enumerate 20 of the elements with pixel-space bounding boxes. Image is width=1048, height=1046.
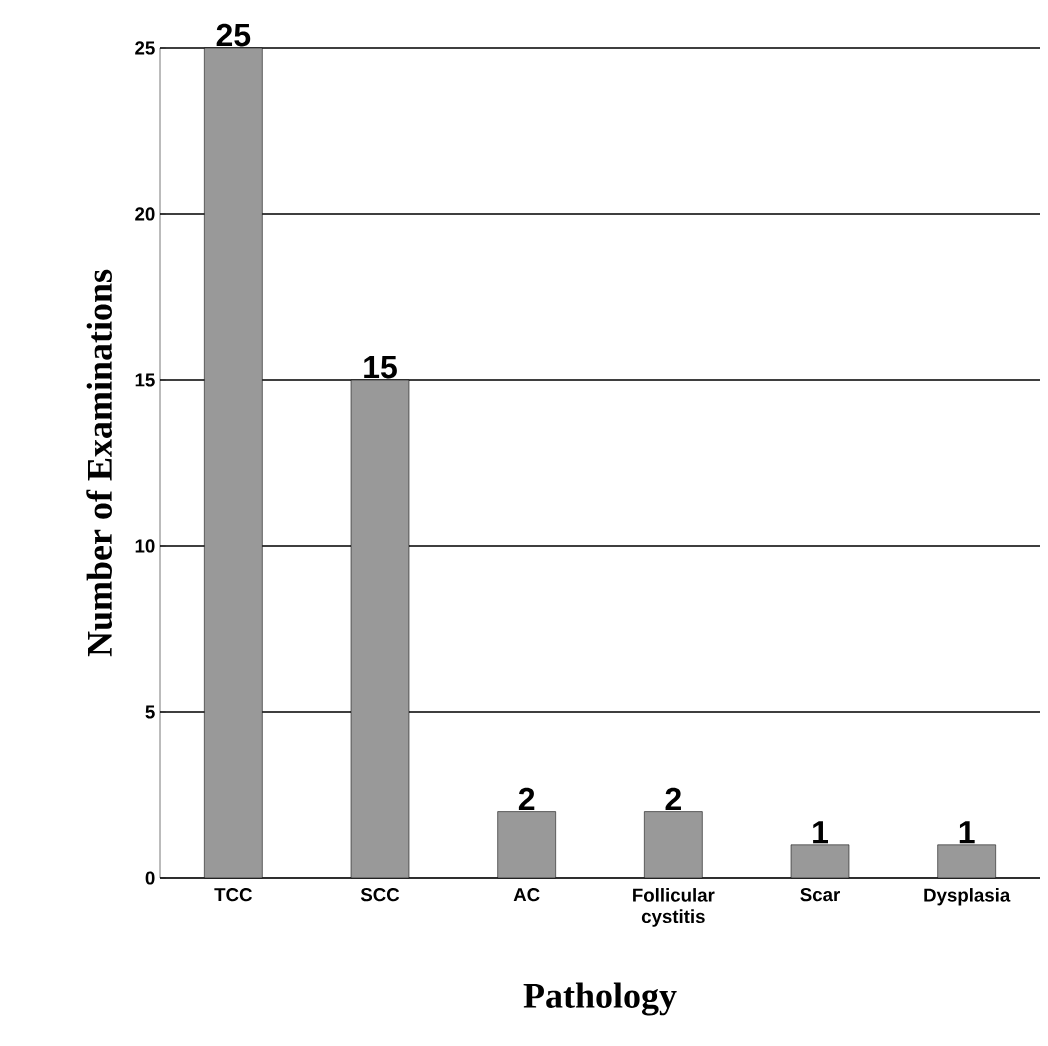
x-tick-label: Follicular cystitis <box>633 888 715 927</box>
data-label: 2 <box>518 787 535 810</box>
x-tick-label: Dysplasia <box>924 888 1011 906</box>
data-label: 1 <box>959 821 975 844</box>
y-axis-title: Number of Examinations <box>86 269 113 657</box>
y-tick-label: 20 <box>135 207 155 221</box>
x-axis-title: Pathology <box>523 982 677 1016</box>
x-tick-label: SCC <box>360 888 400 902</box>
y-tick-label: 10 <box>135 539 155 553</box>
x-tick-label: AC <box>513 888 540 902</box>
data-label: 25 <box>216 23 251 47</box>
x-tick-label: Scar <box>800 888 840 902</box>
y-tick-label: 5 <box>145 705 155 719</box>
data-label: 2 <box>665 787 681 810</box>
y-tick-label: 15 <box>135 373 155 387</box>
y-tick-label: 0 <box>145 871 155 885</box>
data-label: 15 <box>364 356 397 379</box>
y-tick-label: 25 <box>135 41 155 55</box>
data-label: 1 <box>813 821 828 844</box>
x-tick-label: TCC <box>214 888 252 902</box>
